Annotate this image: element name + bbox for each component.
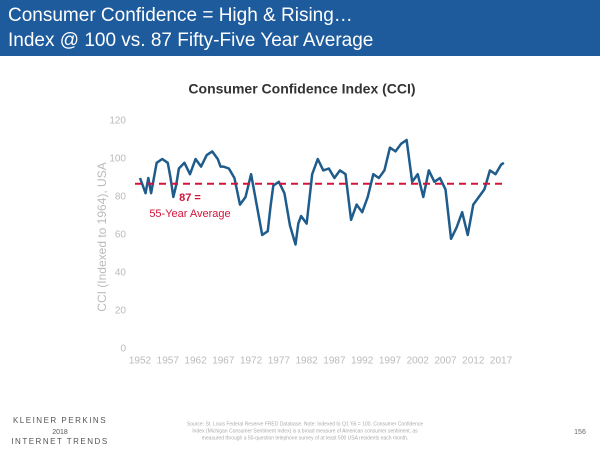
x-tick-label: 2012 [462,356,485,367]
source-note: measured through a 50-question telephone… [202,435,409,441]
y-tick-label: 40 [115,268,127,279]
y-tick-label: 20 [115,306,127,317]
x-tick-label: 1952 [129,356,152,367]
x-tick-label: 2002 [407,356,430,367]
chart-title: Consumer Confidence Index (CCI) [188,81,415,97]
x-tick-label: 1962 [184,356,207,367]
y-axis-label: CCI (Indexed to 1964), USA [95,162,109,311]
x-tick-label: 2007 [434,356,457,367]
y-tick-label: 120 [109,116,126,127]
annotation: 55-Year Average [149,208,230,220]
y-tick-label: 60 [115,230,127,241]
header-line: Consumer Confidence = High & Rising… [8,5,353,26]
brand: KLEINER PERKINS [13,416,107,425]
annotation: 87 = [179,192,201,204]
x-tick-label: 1987 [323,356,346,367]
header-line: Index @ 100 vs. 87 Fifty-Five Year Avera… [8,30,373,51]
data-line [138,138,505,246]
header-band [0,0,600,56]
y-tick-label: 0 [120,344,126,355]
y-tick-label: 80 [115,192,127,203]
brand: 2018 [52,429,68,436]
x-tick-label: 1992 [351,356,374,367]
x-tick-label: 1982 [296,356,319,367]
x-tick-label: 1997 [379,356,402,367]
y-tick-label: 100 [109,154,126,165]
brand: INTERNET TRENDS [11,437,108,446]
x-tick-label: 1977 [268,356,291,367]
x-tick-label: 1957 [157,356,180,367]
x-tick-label: 1967 [212,356,235,367]
source-note: Index (Michigan Consumer Sentiment Index… [192,428,418,434]
x-tick-label: 2017 [490,356,513,367]
page-number: 156 [574,429,586,436]
x-tick-label: 1972 [240,356,263,367]
source-note: Source: St. Louis Federal Reserve FRED D… [187,421,423,427]
